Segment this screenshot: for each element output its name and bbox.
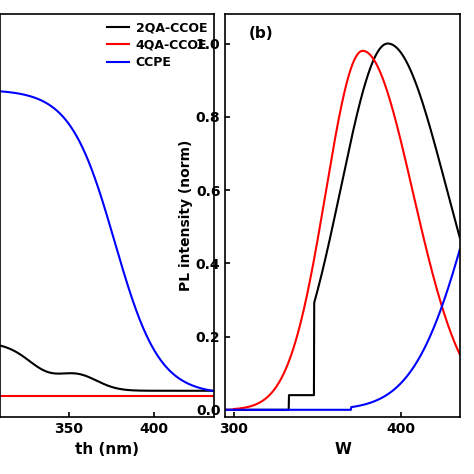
Text: (b): (b): [249, 27, 273, 41]
Y-axis label: PL intensity (norm): PL intensity (norm): [179, 140, 193, 292]
CCPE: [10, 90, 16, 96]
4QA-CCOE: [10, 393, 16, 399]
X-axis label: th (nm): th (nm): [75, 442, 139, 456]
CCPE: [160, 360, 165, 365]
4QA-CCOE: [121, 393, 127, 399]
CCPE: [182, 379, 187, 384]
2QA-CCOE: [182, 388, 187, 393]
2QA-CCOE: [10, 347, 16, 353]
Line: CCPE: CCPE: [0, 91, 214, 391]
CCPE: [134, 308, 139, 314]
2QA-CCOE: [127, 387, 133, 393]
2QA-CCOE: [0, 343, 3, 348]
CCPE: [0, 89, 3, 94]
Line: 2QA-CCOE: 2QA-CCOE: [0, 346, 214, 391]
4QA-CCOE: [211, 393, 217, 399]
4QA-CCOE: [160, 393, 165, 399]
4QA-CCOE: [134, 393, 139, 399]
CCPE: [211, 388, 217, 394]
4QA-CCOE: [0, 393, 3, 399]
2QA-CCOE: [134, 388, 139, 393]
2QA-CCOE: [211, 388, 217, 393]
2QA-CCOE: [121, 387, 127, 392]
Legend: 2QA-CCOE, 4QA-CCOE, CCPE: 2QA-CCOE, 4QA-CCOE, CCPE: [102, 17, 212, 74]
CCPE: [121, 272, 127, 277]
2QA-CCOE: [160, 388, 165, 393]
4QA-CCOE: [182, 393, 187, 399]
CCPE: [127, 289, 133, 295]
X-axis label: W: W: [334, 442, 351, 456]
4QA-CCOE: [127, 393, 133, 399]
